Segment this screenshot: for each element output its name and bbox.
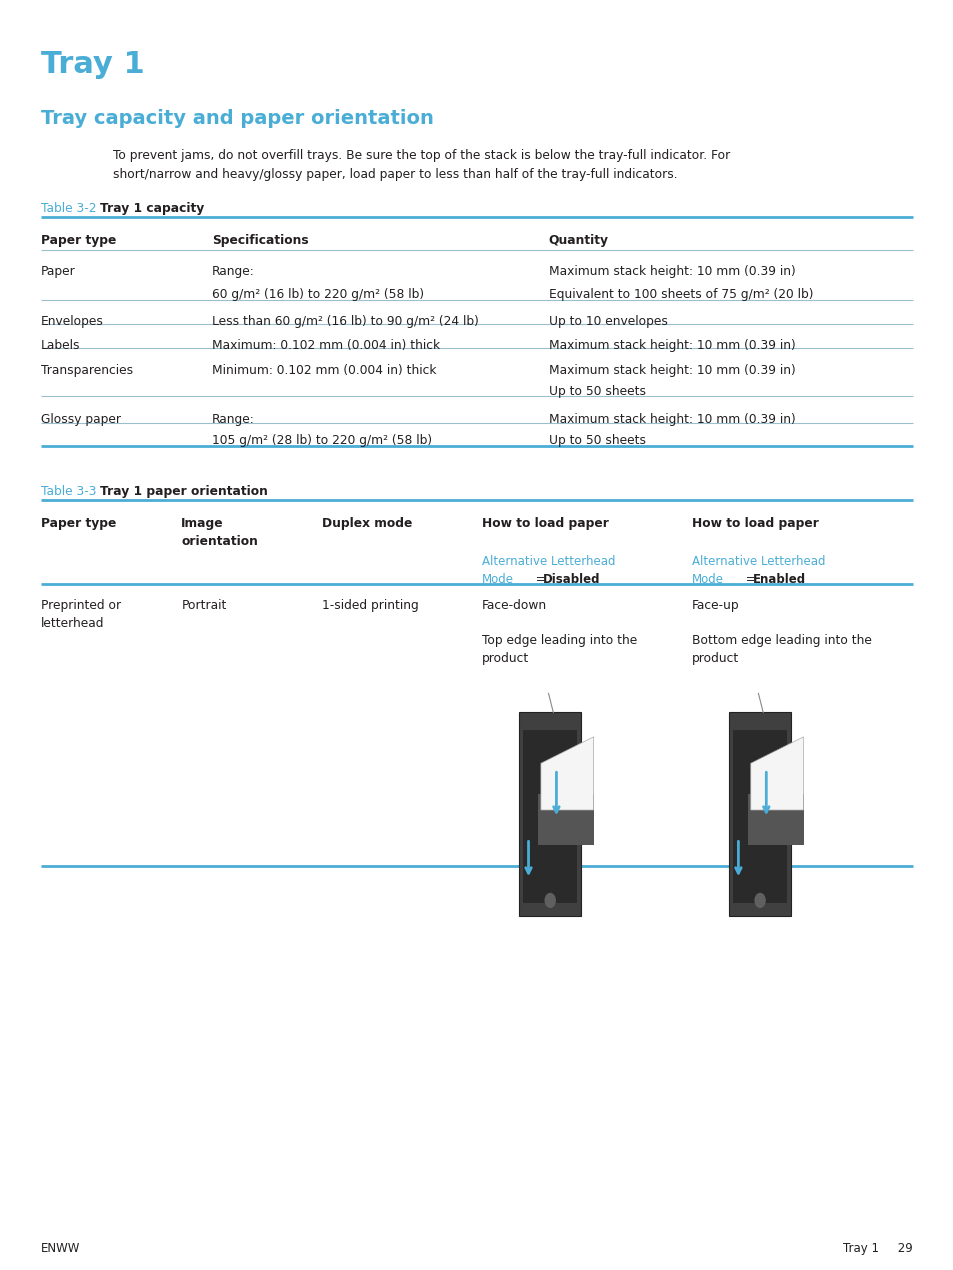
Text: Maximum stack height: 10 mm (0.39 in): Maximum stack height: 10 mm (0.39 in) (548, 265, 795, 278)
Text: Mode: Mode (691, 573, 723, 585)
Text: 1-sided printing: 1-sided printing (322, 599, 418, 612)
Text: Quantity: Quantity (548, 234, 608, 246)
Text: Face-up: Face-up (691, 599, 739, 612)
Text: Maximum stack height: 10 mm (0.39 in): Maximum stack height: 10 mm (0.39 in) (548, 364, 795, 377)
Text: Equivalent to 100 sheets of 75 g/m² (20 lb): Equivalent to 100 sheets of 75 g/m² (20 … (548, 288, 812, 301)
Text: Tray 1     29: Tray 1 29 (842, 1242, 912, 1255)
Text: Range:: Range: (212, 265, 254, 278)
Text: Glossy paper: Glossy paper (41, 413, 121, 425)
Text: Enabled: Enabled (752, 573, 805, 585)
Text: Face-down: Face-down (481, 599, 546, 612)
Text: orientation: orientation (181, 535, 258, 547)
Text: Paper: Paper (41, 265, 75, 278)
Text: Preprinted or: Preprinted or (41, 599, 121, 612)
Text: Maximum stack height: 10 mm (0.39 in): Maximum stack height: 10 mm (0.39 in) (548, 339, 795, 352)
Text: Tray 1 paper orientation: Tray 1 paper orientation (100, 485, 268, 498)
Text: Envelopes: Envelopes (41, 315, 104, 328)
Text: Range:: Range: (212, 413, 254, 425)
Text: Transparencies: Transparencies (41, 364, 133, 377)
Text: Less than 60 g/m² (16 lb) to 90 g/m² (24 lb): Less than 60 g/m² (16 lb) to 90 g/m² (24… (212, 315, 478, 328)
Text: Tray 1: Tray 1 (41, 50, 145, 79)
Circle shape (544, 893, 556, 908)
Text: Minimum: 0.102 mm (0.004 in) thick: Minimum: 0.102 mm (0.004 in) thick (212, 364, 436, 377)
Text: Duplex mode: Duplex mode (322, 517, 413, 530)
Text: Tray 1 capacity: Tray 1 capacity (100, 202, 204, 215)
Bar (537, 794, 593, 845)
Text: Paper type: Paper type (41, 517, 116, 530)
Text: Tray capacity and paper orientation: Tray capacity and paper orientation (41, 109, 434, 128)
Text: product: product (691, 652, 739, 664)
Text: Maximum stack height: 10 mm (0.39 in): Maximum stack height: 10 mm (0.39 in) (548, 413, 795, 425)
Bar (732, 730, 786, 903)
Text: Table 3-2: Table 3-2 (41, 202, 96, 215)
Text: short/narrow and heavy/glossy paper, load paper to less than half of the tray-fu: short/narrow and heavy/glossy paper, loa… (112, 168, 677, 180)
Text: Table 3-3: Table 3-3 (41, 485, 96, 498)
Bar (747, 794, 802, 845)
Text: How to load paper: How to load paper (691, 517, 818, 530)
Text: 105 g/m² (28 lb) to 220 g/m² (58 lb): 105 g/m² (28 lb) to 220 g/m² (58 lb) (212, 434, 432, 447)
Circle shape (754, 893, 765, 908)
Text: =: = (532, 573, 549, 585)
Text: How to load paper: How to load paper (481, 517, 608, 530)
Polygon shape (750, 737, 802, 810)
Text: Image: Image (181, 517, 224, 530)
Text: Maximum: 0.102 mm (0.004 in) thick: Maximum: 0.102 mm (0.004 in) thick (212, 339, 439, 352)
Text: =: = (741, 573, 759, 585)
Text: Up to 10 envelopes: Up to 10 envelopes (548, 315, 667, 328)
Text: Portrait: Portrait (181, 599, 227, 612)
Text: Mode: Mode (481, 573, 514, 585)
Text: Paper type: Paper type (41, 234, 116, 246)
Text: Labels: Labels (41, 339, 80, 352)
Text: letterhead: letterhead (41, 617, 105, 630)
Text: Top edge leading into the: Top edge leading into the (481, 634, 637, 646)
Text: Disabled: Disabled (542, 573, 599, 585)
Text: To prevent jams, do not overfill trays. Be sure the top of the stack is below th: To prevent jams, do not overfill trays. … (112, 149, 729, 161)
Polygon shape (540, 737, 593, 810)
Text: Specifications: Specifications (212, 234, 308, 246)
Bar (522, 730, 577, 903)
Bar (518, 712, 580, 916)
Bar (728, 712, 790, 916)
Text: ENWW: ENWW (41, 1242, 80, 1255)
Text: Alternative Letterhead: Alternative Letterhead (691, 555, 824, 568)
Text: 60 g/m² (16 lb) to 220 g/m² (58 lb): 60 g/m² (16 lb) to 220 g/m² (58 lb) (212, 288, 423, 301)
Text: Up to 50 sheets: Up to 50 sheets (548, 434, 645, 447)
Text: Alternative Letterhead: Alternative Letterhead (481, 555, 615, 568)
Text: product: product (481, 652, 529, 664)
Text: Bottom edge leading into the: Bottom edge leading into the (691, 634, 871, 646)
Text: Up to 50 sheets: Up to 50 sheets (548, 385, 645, 398)
